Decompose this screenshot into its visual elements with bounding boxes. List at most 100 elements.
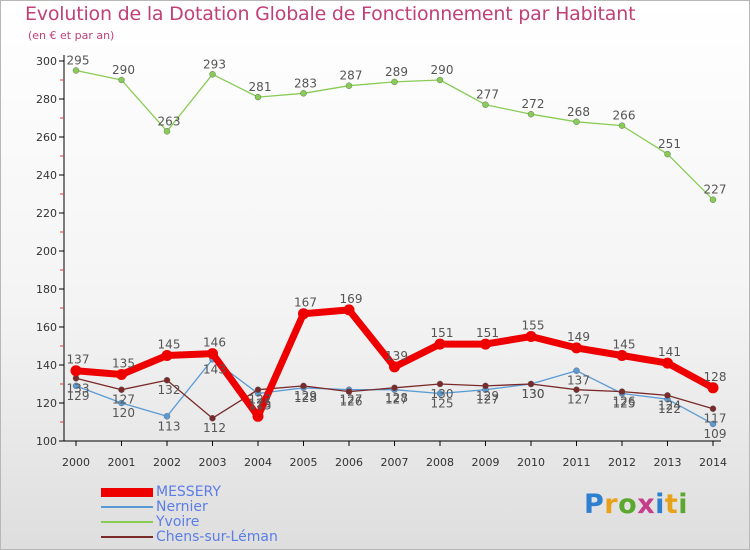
legend-swatch: [101, 487, 153, 497]
y-tick-label: 100: [36, 435, 57, 448]
data-label: 109: [704, 427, 727, 441]
data-point: [709, 420, 717, 428]
data-label: 167: [294, 296, 317, 310]
data-point: [163, 128, 171, 135]
y-tick-label: 300: [36, 55, 57, 68]
data-point: [161, 350, 173, 361]
data-label: 127: [567, 393, 590, 407]
y-tick-label: 200: [36, 245, 57, 258]
data-label: 130: [431, 387, 454, 401]
data-label: 227: [704, 183, 727, 197]
data-point: [345, 82, 353, 89]
data-point: [525, 331, 537, 342]
data-point: [436, 390, 444, 397]
data-point: [573, 118, 580, 126]
data-point: [118, 76, 125, 84]
data-label: 137: [67, 353, 90, 367]
data-point: [163, 377, 171, 384]
data-point: [343, 304, 355, 316]
data-point: [480, 338, 491, 350]
data-label: 151: [431, 326, 454, 340]
data-point: [707, 382, 719, 394]
data-label: 145: [158, 338, 181, 352]
data-label: 135: [112, 357, 135, 371]
x-tick-label: 2013: [654, 456, 682, 469]
data-label: 127: [476, 393, 499, 407]
data-point: [391, 78, 398, 86]
data-label: 290: [431, 63, 454, 77]
data-point: [252, 410, 264, 422]
proxiti-logo: Proxiti: [584, 489, 688, 520]
x-tick-label: 2004: [244, 456, 272, 469]
data-label: 283: [294, 76, 317, 90]
data-point: [254, 93, 262, 101]
x-tick-label: 2000: [62, 456, 90, 469]
logo-letter: t: [664, 489, 679, 520]
legend-label: Chens-sur-Léman: [156, 529, 278, 545]
data-point: [207, 348, 218, 360]
data-label: 127: [249, 393, 272, 407]
data-point: [618, 122, 626, 129]
y-tick-label: 160: [36, 321, 57, 334]
legend-label: Nernier: [156, 499, 208, 515]
logo-letter: P: [584, 489, 605, 520]
data-label: 263: [158, 114, 181, 128]
data-point: [118, 399, 125, 407]
chart-title: Evolution de la Dotation Globale de Fonc…: [25, 3, 636, 25]
data-label: 141: [658, 345, 681, 359]
data-point: [118, 386, 125, 393]
data-label: 117: [704, 412, 727, 426]
series-line-yvoire: [75, 69, 714, 201]
legend-swatch: [101, 536, 153, 538]
data-point: [391, 384, 398, 391]
legend-item: Nernier: [101, 499, 361, 515]
y-tick-label: 120: [36, 397, 57, 410]
legend-item: Yvoire: [101, 514, 361, 530]
data-point: [434, 338, 446, 350]
data-label: 293: [203, 57, 226, 71]
data-label: 120: [112, 406, 135, 420]
data-label: 130: [522, 387, 545, 401]
legend-swatch: [101, 506, 153, 508]
data-point: [209, 71, 216, 78]
x-tick-label: 2012: [608, 456, 636, 469]
data-point: [573, 367, 580, 374]
x-tick-label: 2010: [517, 456, 545, 469]
data-point: [436, 380, 444, 388]
data-label: 151: [476, 326, 499, 340]
data-point: [664, 392, 671, 399]
logo-letter: x: [637, 489, 656, 520]
legend-item: MESSERY: [101, 484, 361, 500]
data-point: [389, 361, 400, 373]
x-tick-label: 2009: [472, 456, 500, 469]
data-point: [345, 388, 353, 395]
data-label: 272: [522, 97, 545, 111]
data-label: 129: [294, 389, 317, 403]
data-point: [616, 350, 628, 361]
x-tick-label: 2011: [563, 456, 591, 469]
data-label: 130: [522, 387, 545, 401]
logo-letter: i: [655, 489, 665, 520]
logo-letter: r: [604, 489, 619, 520]
data-label: 289: [385, 65, 408, 79]
data-label: 290: [112, 63, 135, 77]
data-label: 268: [567, 105, 590, 119]
data-label: 133: [67, 381, 90, 395]
x-tick-label: 2008: [426, 456, 454, 469]
x-tick-label: 2014: [699, 456, 727, 469]
data-label: 145: [613, 338, 636, 352]
x-tick-label: 2002: [153, 456, 181, 469]
data-label: 129: [67, 389, 90, 403]
data-label: 126: [613, 395, 636, 409]
data-point: [664, 150, 671, 158]
legend-label: MESSERY: [156, 484, 221, 500]
data-point: [662, 357, 673, 369]
data-label: 125: [613, 397, 636, 411]
data-point: [163, 413, 171, 420]
data-label: 169: [340, 292, 363, 306]
data-point: [618, 388, 626, 395]
data-label: 137: [567, 374, 590, 388]
x-tick-label: 2006: [335, 456, 363, 469]
data-label: 127: [340, 393, 363, 407]
